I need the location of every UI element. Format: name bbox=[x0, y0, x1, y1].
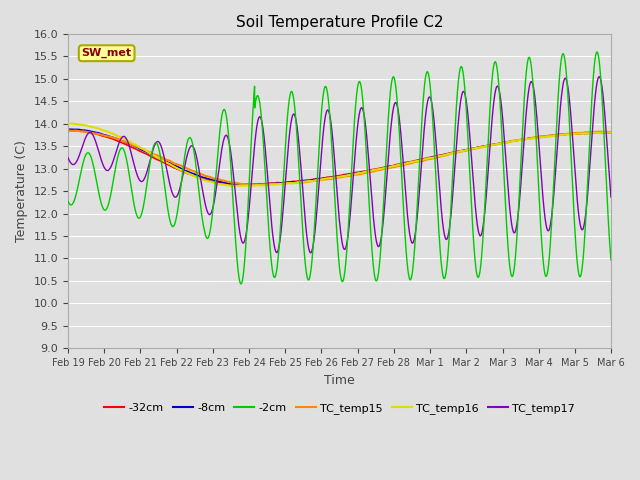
X-axis label: Time: Time bbox=[324, 373, 355, 386]
Legend: -32cm, -8cm, -2cm, TC_temp15, TC_temp16, TC_temp17: -32cm, -8cm, -2cm, TC_temp15, TC_temp16,… bbox=[100, 398, 579, 418]
Title: Soil Temperature Profile C2: Soil Temperature Profile C2 bbox=[236, 15, 444, 30]
Text: SW_met: SW_met bbox=[82, 48, 132, 59]
Y-axis label: Temperature (C): Temperature (C) bbox=[15, 140, 28, 242]
